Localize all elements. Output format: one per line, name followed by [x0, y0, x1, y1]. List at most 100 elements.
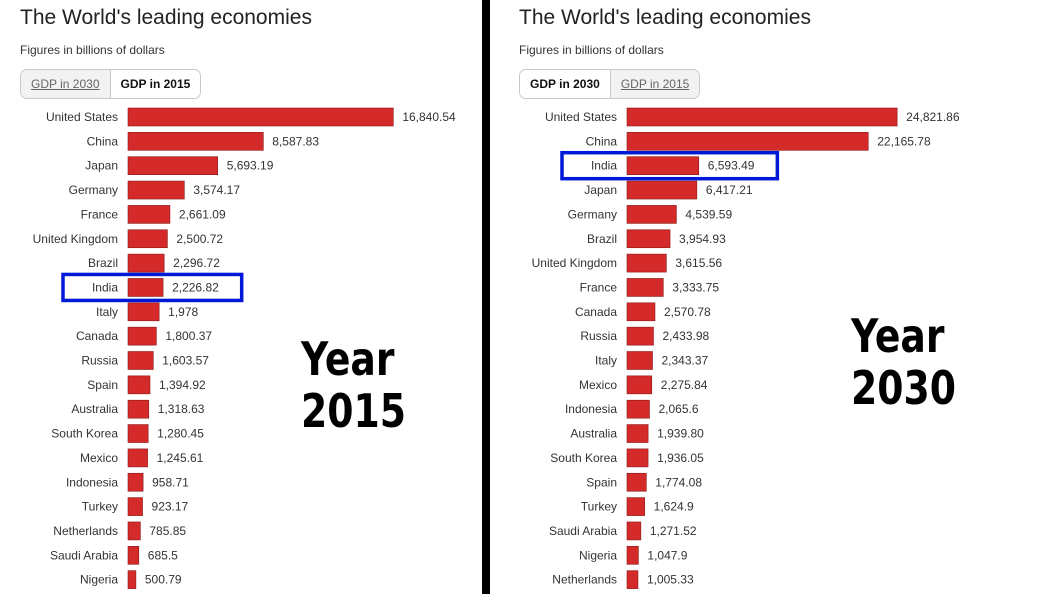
bar[interactable] [626, 521, 642, 541]
bar[interactable] [127, 497, 143, 516]
bar[interactable] [626, 302, 656, 322]
bar[interactable] [626, 229, 671, 249]
category-label: United Kingdom [532, 256, 617, 270]
category-label: Indonesia [565, 402, 617, 416]
chart-subtitle: Figures in billions of dollars [519, 43, 664, 57]
value-label: 685.5 [148, 548, 178, 562]
bar-row: Russia 1,603.57 [81, 351, 209, 370]
value-label: 3,333.75 [672, 280, 719, 294]
bar-row: Nigeria 500.79 [80, 570, 182, 589]
bar[interactable] [127, 521, 141, 541]
bar[interactable] [127, 278, 164, 297]
bar[interactable] [626, 375, 653, 395]
category-label: Australia [570, 427, 617, 441]
category-label: China [87, 134, 119, 148]
bar-row: Japan 5,693.19 [85, 156, 274, 176]
bar[interactable] [127, 229, 168, 249]
tab-gdp-2030[interactable]: GDP in 2030 [21, 70, 110, 98]
bar[interactable] [127, 326, 157, 346]
bar[interactable] [127, 107, 394, 127]
value-label: 2,500.72 [176, 232, 223, 246]
year-annotation-word: Year [301, 332, 395, 386]
value-label: 923.17 [152, 500, 189, 514]
bar[interactable] [127, 156, 219, 176]
year-annotation-value: 2030 [851, 361, 956, 415]
bar[interactable] [626, 448, 649, 468]
bar[interactable] [127, 375, 151, 395]
category-label: Italy [96, 305, 118, 319]
bar[interactable] [626, 205, 677, 224]
chart-title: The World's leading economies [20, 6, 312, 29]
category-label: United Kingdom [33, 232, 118, 246]
category-label: Brazil [88, 256, 118, 270]
bar[interactable] [626, 497, 645, 516]
bar-row: Brazil 2,296.72 [88, 253, 220, 273]
bar[interactable] [626, 570, 639, 589]
bar[interactable] [127, 472, 144, 492]
bar-row: Australia 1,939.80 [570, 424, 704, 443]
bar[interactable] [626, 472, 647, 492]
tab-gdp-2015[interactable]: GDP in 2015 [109, 70, 201, 98]
value-label: 1,047.9 [647, 548, 687, 562]
bar-row: Turkey 923.17 [82, 497, 189, 516]
bar[interactable] [127, 399, 150, 419]
bar[interactable] [626, 107, 898, 127]
category-label: Mexico [579, 378, 617, 392]
highlight-box [560, 150, 780, 181]
bar[interactable] [626, 180, 698, 200]
bar[interactable] [127, 448, 148, 468]
panel-divider [482, 0, 490, 594]
bar[interactable] [127, 351, 154, 370]
value-label: 6,417.21 [706, 183, 753, 197]
bar-row: Italy 1,978 [96, 302, 199, 322]
category-label: India [92, 280, 118, 294]
bar-chart-2030: United States 24,821.86 China 22,165.78 Indi… [532, 107, 960, 589]
bar[interactable] [127, 205, 171, 224]
panel-gdp-2030: The World's leading economies Figures in… [499, 0, 979, 594]
bar[interactable] [127, 424, 149, 443]
value-label: 2,661.09 [179, 207, 226, 221]
bar[interactable] [127, 253, 165, 273]
bar[interactable] [127, 570, 137, 589]
bar-row: South Korea 1,280.45 [51, 424, 204, 443]
tab-group: GDP in 2030 GDP in 2015 [20, 69, 202, 99]
category-label: Nigeria [80, 573, 118, 587]
category-label: Japan [85, 159, 118, 173]
bar-row: Brazil 3,954.93 [587, 229, 726, 249]
bar[interactable] [626, 278, 664, 297]
year-annotation: Year 2015 [301, 333, 406, 437]
category-label: Indonesia [66, 475, 118, 489]
tab-gdp-2015[interactable]: GDP in 2015 [609, 70, 700, 98]
category-label: India [591, 159, 617, 173]
bar[interactable] [127, 545, 140, 565]
value-label: 4,539.59 [685, 207, 732, 221]
bar[interactable] [626, 326, 654, 346]
bar[interactable] [626, 424, 649, 443]
bar-chart-2015: United States 16,840.54 China 8,587.83 Japan… [33, 107, 456, 589]
bar[interactable] [626, 253, 667, 273]
bar[interactable] [626, 132, 869, 151]
category-label: Germany [69, 183, 118, 197]
bar-row: France 2,661.09 [81, 205, 226, 224]
value-label: 1,394.92 [159, 378, 206, 392]
bar-row: Canada 1,800.37 [76, 326, 212, 346]
bar-row: Saudi Arabia 685.5 [50, 545, 178, 565]
category-label: Mexico [80, 451, 118, 465]
bar[interactable] [626, 156, 700, 176]
bar[interactable] [626, 545, 639, 565]
year-annotation-value: 2015 [301, 384, 406, 438]
year-annotation-word: Year [851, 309, 945, 363]
bar[interactable] [127, 132, 264, 151]
bar-row: United Kingdom 2,500.72 [33, 229, 223, 249]
bar-row: Indonesia 2,065.6 [565, 399, 699, 419]
category-label: Spain [586, 475, 617, 489]
tab-gdp-2030[interactable]: GDP in 2030 [520, 70, 610, 98]
category-label: Japan [584, 183, 617, 197]
bar[interactable] [127, 180, 185, 200]
bar[interactable] [626, 399, 650, 419]
bar-row: Germany 3,574.17 [69, 180, 240, 200]
bar[interactable] [626, 351, 653, 370]
bar-row: United States 24,821.86 [545, 107, 960, 127]
value-label: 2,275.84 [661, 378, 708, 392]
bar[interactable] [127, 302, 160, 322]
